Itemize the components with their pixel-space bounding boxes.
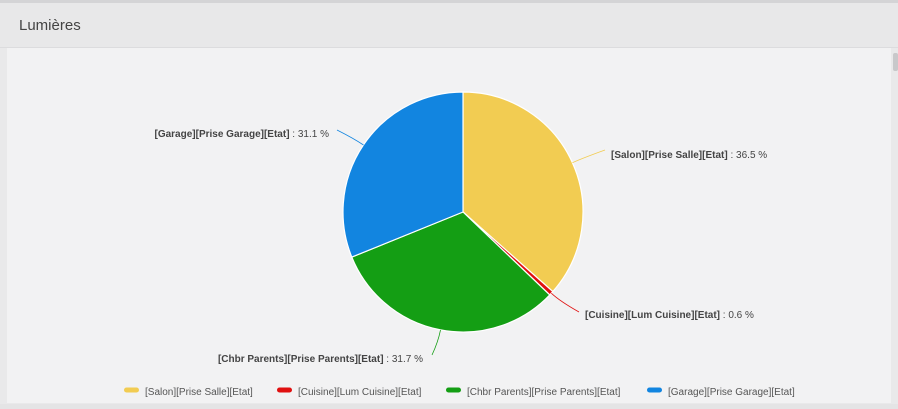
- slice-connector-2: [431, 329, 441, 356]
- top-strip: [0, 0, 898, 3]
- data-label-0: [Salon][Prise Salle][Etat] : 36.5 %: [611, 150, 767, 161]
- panel-header: Lumières: [0, 3, 898, 48]
- data-label-2: [Chbr Parents][Prise Parents][Etat] : 31…: [218, 354, 423, 365]
- legend-item-3[interactable]: [Garage][Prise Garage][Etat]: [647, 387, 795, 398]
- pie-slice-0[interactable]: [462, 91, 584, 293]
- panel-title: Lumières: [19, 17, 81, 34]
- data-label-3: [Garage][Prise Garage][Etat] : 31.1 %: [154, 129, 329, 140]
- slice-connector-3: [336, 129, 364, 146]
- data-label-name: [Salon][Prise Salle][Etat]: [611, 150, 728, 161]
- data-label-name: [Garage][Prise Garage][Etat]: [154, 129, 289, 140]
- legend-swatch: [446, 387, 461, 393]
- data-label-name: [Cuisine][Lum Cuisine][Etat]: [585, 310, 720, 321]
- pie-slice-2[interactable]: [351, 211, 551, 333]
- scrollbar-thumb[interactable]: [893, 53, 898, 71]
- slice-connector-1: [551, 292, 580, 313]
- legend-swatch: [647, 387, 662, 393]
- legend-label: [Chbr Parents][Prise Parents][Etat]: [467, 387, 621, 398]
- legend-item-2[interactable]: [Chbr Parents][Prise Parents][Etat]: [446, 387, 621, 398]
- legend-label: [Garage][Prise Garage][Etat]: [668, 387, 795, 398]
- legend-label: [Cuisine][Lum Cuisine][Etat]: [298, 387, 422, 398]
- data-label-value: : 36.5 %: [728, 150, 768, 161]
- panel-bottom-edge: [0, 404, 898, 409]
- legend-item-1[interactable]: [Cuisine][Lum Cuisine][Etat]: [277, 387, 422, 398]
- data-label-value: : 31.1 %: [290, 129, 330, 140]
- legend-swatch: [124, 387, 139, 393]
- slice-connector-0: [572, 149, 606, 164]
- legend-swatch: [277, 387, 292, 393]
- legend-label: [Salon][Prise Salle][Etat]: [145, 387, 253, 398]
- legend-item-0[interactable]: [Salon][Prise Salle][Etat]: [124, 387, 253, 398]
- data-label-value: : 31.7 %: [384, 354, 424, 365]
- data-label-value: : 0.6 %: [720, 310, 754, 321]
- data-label-1: [Cuisine][Lum Cuisine][Etat] : 0.6 %: [585, 310, 754, 321]
- data-label-name: [Chbr Parents][Prise Parents][Etat]: [218, 354, 384, 365]
